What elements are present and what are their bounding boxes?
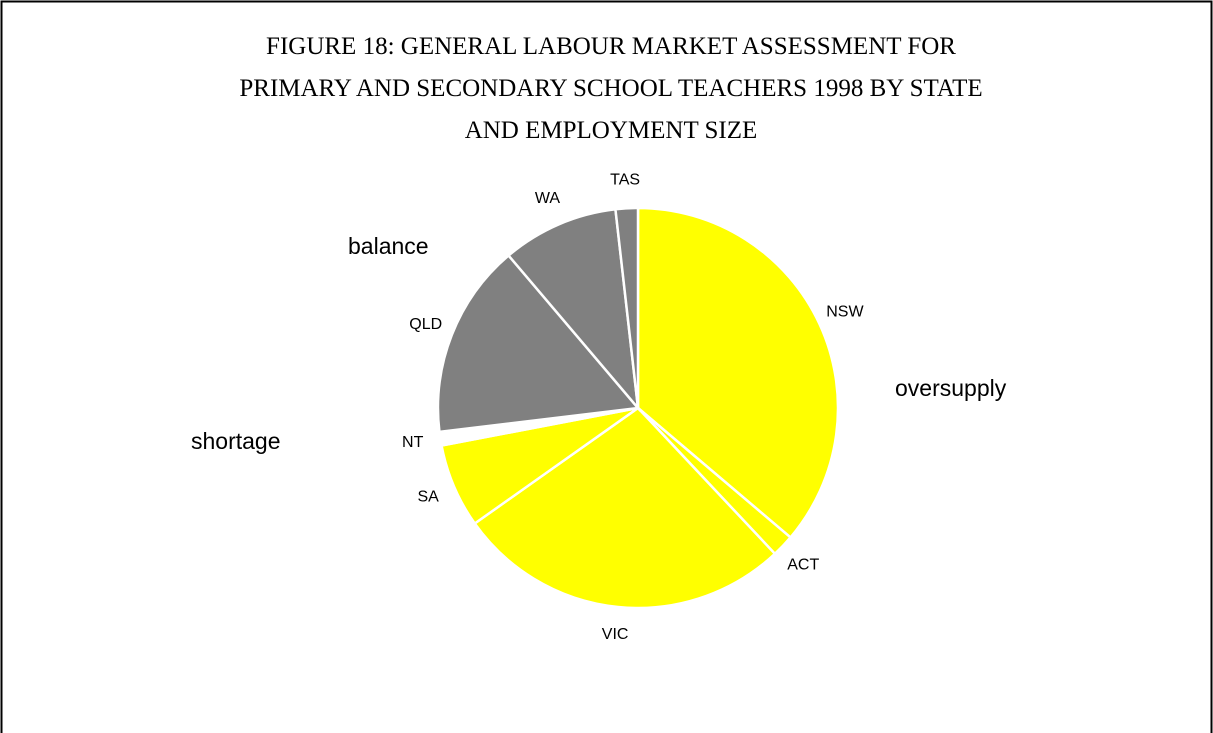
slice-label: SA — [418, 488, 440, 505]
slice-label: NSW — [826, 303, 864, 320]
pie-slice — [436, 253, 641, 434]
pie-slice — [506, 207, 640, 412]
pie-slice — [614, 206, 640, 409]
slice-label: NT — [402, 434, 424, 451]
annotation: shortage — [191, 428, 281, 454]
slice-label: VIC — [602, 626, 629, 643]
slice-label: QLD — [409, 316, 442, 333]
chart-title: AND EMPLOYMENT SIZE — [465, 117, 758, 144]
pie-slice — [472, 406, 777, 610]
chart-title: FIGURE 18: GENERAL LABOUR MARKET ASSESSM… — [266, 33, 956, 60]
pie-slice — [636, 206, 840, 540]
slice-label: TAS — [610, 172, 640, 189]
annotation: balance — [348, 233, 429, 259]
annotation: oversupply — [895, 375, 1007, 401]
chart-title: PRIMARY AND SECONDARY SCHOOL TEACHERS 19… — [239, 75, 982, 102]
slice-label: ACT — [787, 556, 819, 573]
slice-label: WA — [535, 190, 561, 207]
